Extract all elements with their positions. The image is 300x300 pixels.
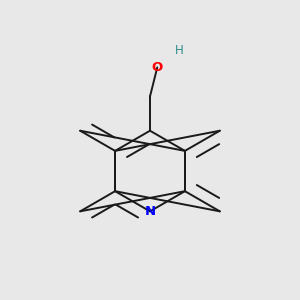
Text: N: N (144, 205, 156, 218)
Text: O: O (152, 61, 163, 74)
Text: H: H (175, 44, 184, 57)
